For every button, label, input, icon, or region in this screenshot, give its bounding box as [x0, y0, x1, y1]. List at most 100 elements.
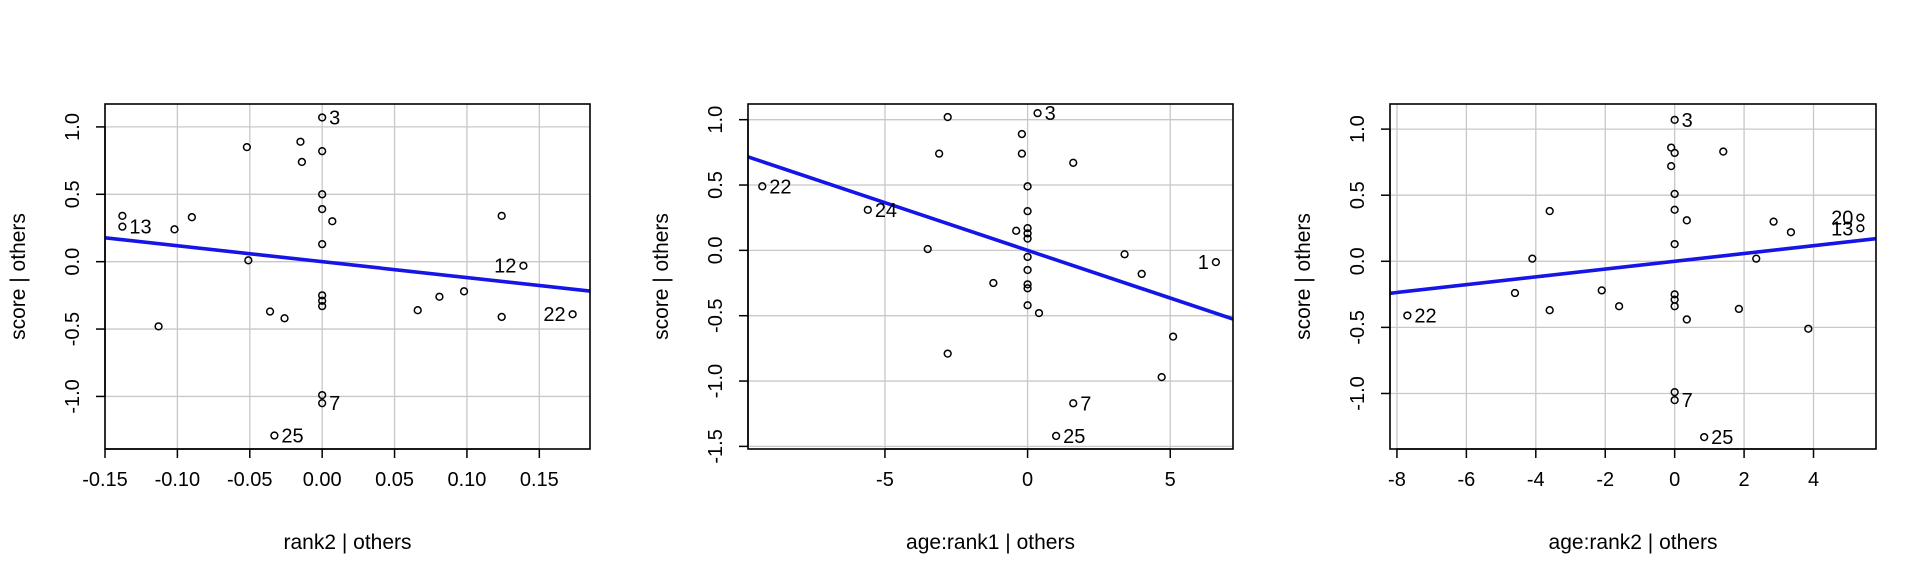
data-point	[1023, 223, 1032, 233]
data-point	[328, 217, 337, 226]
data-point	[297, 157, 307, 167]
point-label: 3	[1682, 110, 1693, 132]
x-tick-label: -0.15	[82, 469, 128, 491]
data-point	[1769, 217, 1778, 226]
y-tick-label: -0.5	[62, 312, 84, 346]
y-axis-title: score | others	[1292, 213, 1315, 340]
data-point	[1856, 224, 1865, 233]
data-point	[318, 147, 327, 156]
y-tick-label: 0.0	[705, 236, 727, 264]
y-tick-label: 0.0	[62, 248, 84, 276]
data-point	[154, 322, 163, 331]
data-point	[118, 211, 127, 221]
y-tick-label: 0.5	[705, 171, 727, 199]
data-point	[758, 182, 767, 191]
data-point	[519, 261, 528, 270]
y-tick-label: 1.0	[705, 106, 727, 134]
data-point	[1023, 280, 1032, 289]
x-axis-title: age:rank2 | others	[1549, 531, 1718, 554]
data-point	[1719, 147, 1728, 156]
data-point	[413, 306, 422, 315]
point-label: 25	[1711, 427, 1733, 449]
data-point	[1023, 252, 1032, 262]
x-tick-label: 2	[1739, 469, 1750, 491]
data-point	[1120, 250, 1129, 259]
data-point	[1545, 206, 1554, 216]
data-point	[1752, 254, 1761, 263]
y-axis-title: score | others	[7, 213, 30, 340]
data-point	[318, 240, 327, 249]
data-point	[1614, 302, 1624, 311]
data-point	[1023, 284, 1032, 293]
y-tick-label: 0.5	[1347, 181, 1369, 209]
data-point	[1023, 265, 1032, 275]
data-point	[1168, 332, 1178, 341]
data-point	[318, 113, 327, 122]
data-point	[1670, 302, 1679, 311]
plot-frame	[747, 103, 1234, 450]
data-point	[943, 349, 952, 358]
data-point	[318, 190, 327, 199]
data-point	[318, 296, 327, 305]
y-tick-label: 0.0	[1347, 247, 1369, 275]
point-label: 22	[769, 176, 791, 198]
data-point	[1670, 239, 1679, 249]
plot-frame	[1389, 103, 1877, 450]
x-tick-label: -0.10	[155, 469, 201, 491]
data-point	[1528, 254, 1537, 263]
data-point	[1137, 269, 1146, 279]
point-label: 7	[1682, 390, 1693, 412]
data-point	[1670, 115, 1679, 125]
y-tick-label: 1.0	[62, 113, 84, 141]
data-point	[1034, 308, 1044, 318]
x-tick-label: 4	[1808, 469, 1819, 491]
data-point	[242, 142, 252, 152]
data-point	[497, 312, 506, 322]
panel-2: 22 24 3 25 7 1 -5 0 5 -1.5 -1.0 -0.5 0.0 0.5 1.0 age:ra…	[650, 103, 1234, 554]
y-tick-label: -1.0	[705, 364, 727, 398]
point-label: 7	[1080, 393, 1091, 415]
point-label: 22	[543, 304, 565, 326]
data-point	[1670, 395, 1679, 405]
data-point	[1670, 148, 1679, 158]
data-point	[1670, 189, 1679, 199]
x-tick-label: 0.15	[520, 469, 559, 491]
point-label: 7	[329, 393, 340, 415]
data-point	[1012, 226, 1021, 235]
y-tick-label: -1.0	[1347, 376, 1369, 410]
data-point	[318, 399, 327, 408]
data-point	[1023, 182, 1032, 191]
x-tick-label: -8	[1388, 469, 1406, 491]
data-point	[1051, 431, 1061, 441]
data-point	[923, 244, 932, 254]
y-tick-label: 0.5	[62, 180, 84, 208]
x-tick-label: 0.00	[303, 469, 342, 491]
point-label: 3	[329, 107, 340, 129]
point-label: 24	[875, 200, 897, 222]
regression-line	[105, 236, 590, 293]
data-point	[435, 292, 444, 301]
data-point	[934, 149, 944, 158]
y-axis-title: score | others	[650, 213, 673, 340]
point-label: 13	[129, 217, 151, 239]
data-point	[318, 204, 327, 214]
x-tick-label: -5	[876, 469, 894, 491]
data-point	[1670, 205, 1679, 214]
x-tick-label: -0.05	[227, 469, 273, 491]
data-point	[1670, 388, 1679, 397]
data-point	[1734, 304, 1744, 314]
data-point	[1856, 213, 1865, 222]
data-point	[318, 301, 327, 311]
data-point	[1545, 306, 1554, 315]
x-tick-label: -2	[1596, 469, 1614, 491]
data-point	[296, 137, 305, 146]
data-point	[1069, 399, 1078, 408]
data-point	[1211, 257, 1221, 267]
data-point	[989, 278, 998, 288]
x-tick-label: 0	[1022, 469, 1033, 491]
data-point	[1786, 228, 1796, 237]
x-tick-label: -4	[1527, 469, 1545, 491]
